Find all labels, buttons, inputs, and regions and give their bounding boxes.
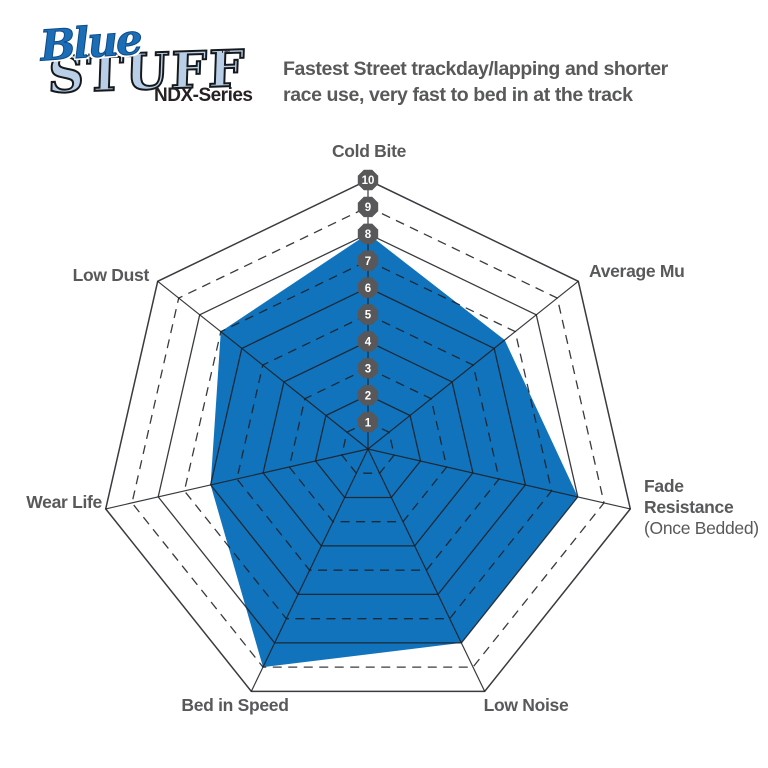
radar-fill-polygon xyxy=(210,233,578,668)
grid-ring-1 xyxy=(341,421,395,474)
axis-label-bed-in-speed: Bed in Speed xyxy=(181,695,288,715)
axis-spoke-5 xyxy=(105,448,369,510)
axis-label-average-mu: Average Mu xyxy=(589,261,685,281)
axis-spoke-2 xyxy=(367,448,631,510)
product-description: Fastest Street trackday/lapping and shor… xyxy=(283,56,743,108)
axis-label-cold-bite: Cold Bite xyxy=(332,141,407,161)
axis-label-low-noise: Low Noise xyxy=(484,695,569,715)
axis-label-wear-life: Wear Life xyxy=(26,492,102,512)
description-line-1: Fastest Street trackday/lapping and shor… xyxy=(283,58,668,80)
axis-spoke-1 xyxy=(367,280,579,450)
grid-ring-9 xyxy=(131,206,605,668)
scale-badge-label-1: 1 xyxy=(365,417,372,429)
scale-badge-label-5: 5 xyxy=(365,310,372,322)
scale-badge-3 xyxy=(357,358,379,379)
grid-ring-4 xyxy=(262,340,474,547)
grid-ring-7 xyxy=(183,259,553,620)
bluestuff-logo: Blue STUFF ™ NDX-Series xyxy=(28,14,278,122)
axis-label-fade-resistance: Fade xyxy=(644,476,684,496)
trademark-symbol: ™ xyxy=(220,48,231,60)
scale-badge-10 xyxy=(357,169,379,191)
axis-spoke-4 xyxy=(250,448,369,692)
grid-ring-8 xyxy=(157,233,579,644)
scale-badge-7 xyxy=(357,250,379,271)
scale-badge-6 xyxy=(357,277,379,298)
axis-sublabel-once-bedded: (Once Bedded) xyxy=(644,518,759,538)
grid-ring-2 xyxy=(314,394,422,499)
scale-badge-4 xyxy=(357,331,379,352)
scale-badge-2 xyxy=(357,385,379,406)
description-line-2: race use, very fast to bed in at the tra… xyxy=(283,84,633,106)
grid-ring-5 xyxy=(236,313,500,571)
grid-ring-6 xyxy=(209,286,527,596)
scale-badge-label-9: 9 xyxy=(365,202,371,214)
scale-badge-5 xyxy=(357,304,379,325)
scale-badge-9 xyxy=(357,196,379,218)
scale-badge-label-2: 2 xyxy=(365,390,371,402)
scale-badge-label-7: 7 xyxy=(365,256,371,268)
axis-spoke-3 xyxy=(367,448,486,692)
logo-word-blue: Blue xyxy=(38,14,143,71)
scale-badge-label-4: 4 xyxy=(365,337,372,349)
grid-ring-3 xyxy=(288,367,448,523)
scale-badge-label-3: 3 xyxy=(365,364,371,376)
series-label: NDX-Series xyxy=(154,85,253,106)
grid-ring-10 xyxy=(104,179,632,693)
scale-badge-label-10: 10 xyxy=(362,175,375,187)
axis-label-low-dust: Low Dust xyxy=(73,265,150,285)
scale-badge-label-8: 8 xyxy=(365,229,372,241)
scale-badge-8 xyxy=(357,223,379,244)
axis-label-fade-resistance: Resistance xyxy=(644,497,734,517)
scale-badge-1 xyxy=(357,411,379,433)
axis-spoke-6 xyxy=(157,280,369,450)
scale-badge-label-6: 6 xyxy=(365,283,371,295)
